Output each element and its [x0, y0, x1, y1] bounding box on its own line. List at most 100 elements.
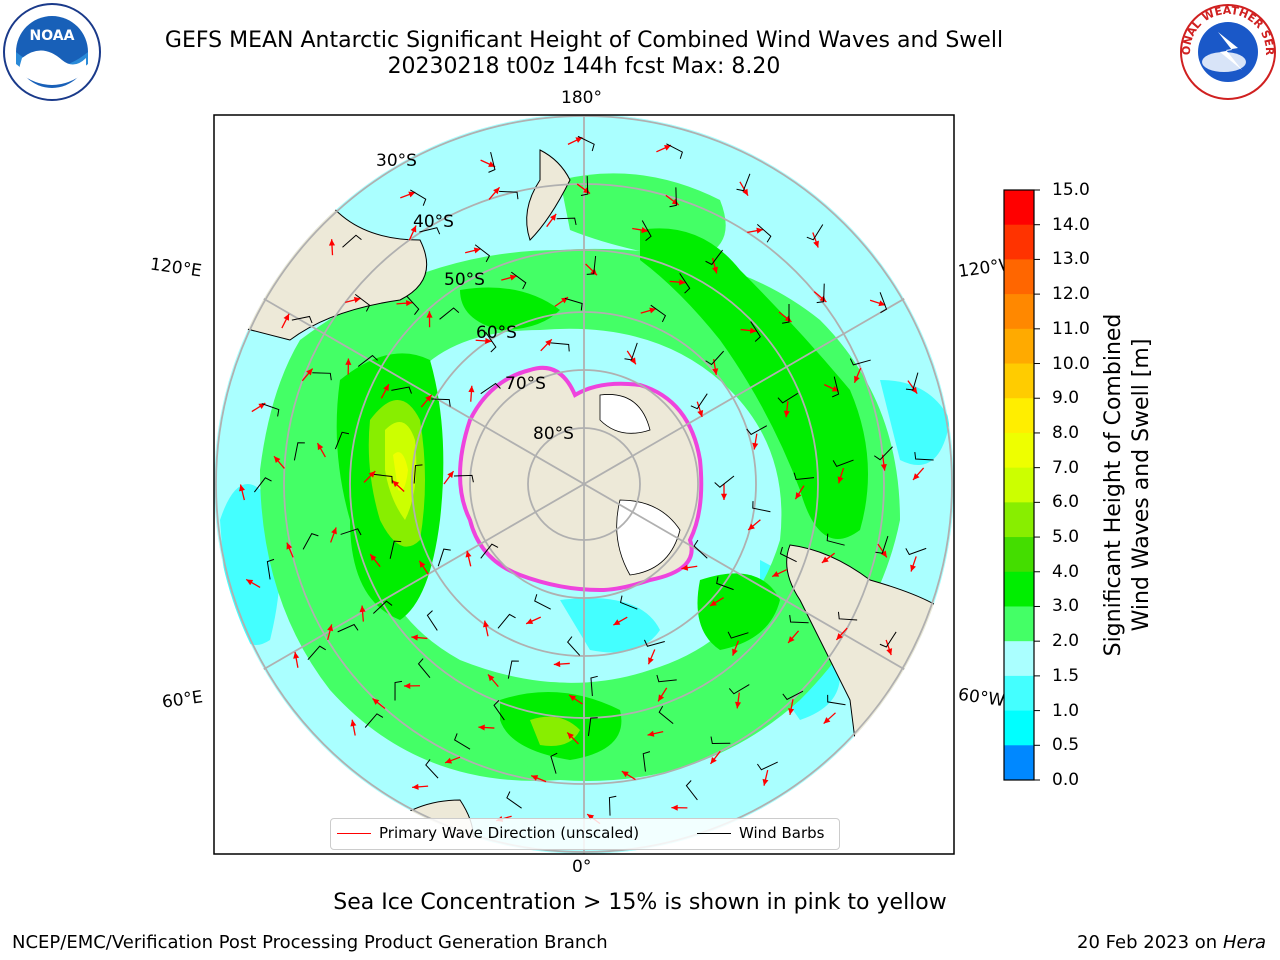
wave-arrow-head: [483, 620, 489, 628]
wind-barb: [564, 297, 583, 311]
wind-barb: [849, 358, 871, 366]
wind-barb: [266, 558, 275, 580]
legend-red-line: [337, 832, 371, 834]
wind-barb: [507, 660, 519, 679]
wind-barb: [510, 271, 527, 290]
wind-barb: [710, 736, 731, 744]
wind-barb: [426, 610, 438, 631]
colorbar-segment: [1004, 571, 1034, 607]
wave-arrow-head: [712, 266, 718, 274]
wind-barb: [453, 474, 474, 483]
wind-barb: [431, 398, 451, 407]
colorbar-segment: [1004, 675, 1034, 712]
wave-arrow-head: [641, 227, 649, 234]
wind-barb: [499, 190, 519, 200]
lat-label-50s: 50°S: [444, 270, 485, 290]
wind-barb: [437, 548, 451, 567]
colorbar-tick-label: 1.0: [1052, 700, 1080, 721]
wind-barb: [782, 690, 804, 701]
colorbar-tick-label: 8.0: [1052, 422, 1080, 443]
wave-arrow-head: [742, 188, 748, 196]
wind-barb: [905, 547, 927, 556]
wind-barb: [837, 611, 858, 621]
wind-barb: [590, 675, 598, 697]
wave-arrow-head: [274, 456, 281, 464]
graticule: [214, 115, 954, 854]
colorbar-tick-label: 1.5: [1052, 665, 1080, 686]
colorbar-segment: [1004, 710, 1034, 746]
colorbar-segment: [1004, 432, 1034, 469]
wind-barb: [831, 376, 840, 398]
colorbar-title-line1: Significant Height of Combined: [1101, 313, 1126, 657]
wave-arrow-head: [752, 442, 759, 450]
wind-barb: [642, 751, 651, 772]
wind-barb: [373, 600, 393, 614]
wave-arrow-head: [468, 385, 475, 393]
colorbar-segment: [1004, 190, 1034, 226]
wind-barb: [480, 382, 501, 395]
wind-barb: [506, 791, 522, 809]
wind-barb: [619, 595, 638, 610]
wave-arrow-head: [880, 550, 887, 558]
wind-barb: [816, 283, 825, 304]
colorbar-segment: [1004, 294, 1034, 330]
wave-arrow-head: [750, 327, 757, 334]
wind-barb: [337, 623, 359, 633]
wave-arrow-head: [886, 648, 893, 656]
wave-arrow-head: [762, 778, 769, 786]
lat-label-80s: 80°S: [533, 424, 574, 444]
wind-barb: [658, 705, 674, 725]
wind-barb: [293, 442, 305, 461]
wave-arrow-head: [317, 443, 324, 451]
legend-wave-label: Primary Wave Direction (unscaled): [379, 824, 640, 842]
wind-barb: [580, 176, 589, 196]
wind-barb: [586, 255, 597, 275]
wave-arrow-head: [473, 247, 481, 254]
wind-barb: [705, 249, 723, 266]
legend-black-line: [697, 832, 731, 834]
wave-arrow-head: [795, 492, 802, 500]
wave-arrow-head: [710, 757, 717, 764]
wave-arrow-head: [772, 571, 780, 577]
wind-barb: [342, 234, 362, 248]
wind-barb: [650, 304, 667, 323]
wind-barb: [779, 546, 797, 563]
wave-arrow-head: [405, 300, 413, 307]
colorbar-tick-label: 12.0: [1052, 284, 1090, 305]
wave-arrow-head: [748, 523, 755, 531]
wave-arrow-head: [447, 471, 454, 479]
wind-barb: [354, 293, 371, 312]
wind-barb: [656, 674, 677, 683]
wind-barb: [746, 425, 768, 436]
wave-arrow-head: [412, 783, 419, 790]
wind-barb: [832, 459, 854, 468]
wind-barb: [488, 151, 496, 173]
wave-arrow-head: [246, 579, 254, 586]
colorbar-frame: [1003, 189, 1035, 781]
wave-arrow-head: [408, 191, 416, 198]
colorbar-tick-label: 2.0: [1052, 631, 1080, 652]
wind-barb: [419, 227, 441, 235]
wind-barb: [439, 307, 460, 320]
colorbar-title-line2: Wind Waves and Swell [m]: [1129, 338, 1154, 632]
wind-barb: [806, 224, 824, 241]
wave-arrow-head: [569, 695, 577, 702]
wind-barb: [253, 477, 272, 493]
wave-arrow-head: [756, 227, 764, 234]
wave-arrow-head: [328, 239, 336, 246]
wave-arrow-head: [531, 775, 539, 781]
colorbar-tick-label: 13.0: [1052, 249, 1090, 270]
wave-arrow-head: [368, 471, 376, 478]
wind-barb: [685, 780, 698, 801]
wave-arrow-head: [345, 358, 352, 365]
wave-arrow-head: [712, 368, 719, 375]
colorbar-tick-label: 11.0: [1052, 318, 1090, 339]
wave-arrow-head: [583, 187, 591, 194]
wind-barb: [752, 501, 771, 513]
wave-arrow-head: [671, 198, 679, 205]
colorbar-segment: [1004, 259, 1034, 295]
wind-barb: [474, 244, 491, 263]
legend-item-wave-direction: Primary Wave Direction (unscaled): [337, 824, 639, 842]
wave-arrow-head: [783, 410, 790, 418]
wave-arrow-head: [671, 804, 678, 811]
